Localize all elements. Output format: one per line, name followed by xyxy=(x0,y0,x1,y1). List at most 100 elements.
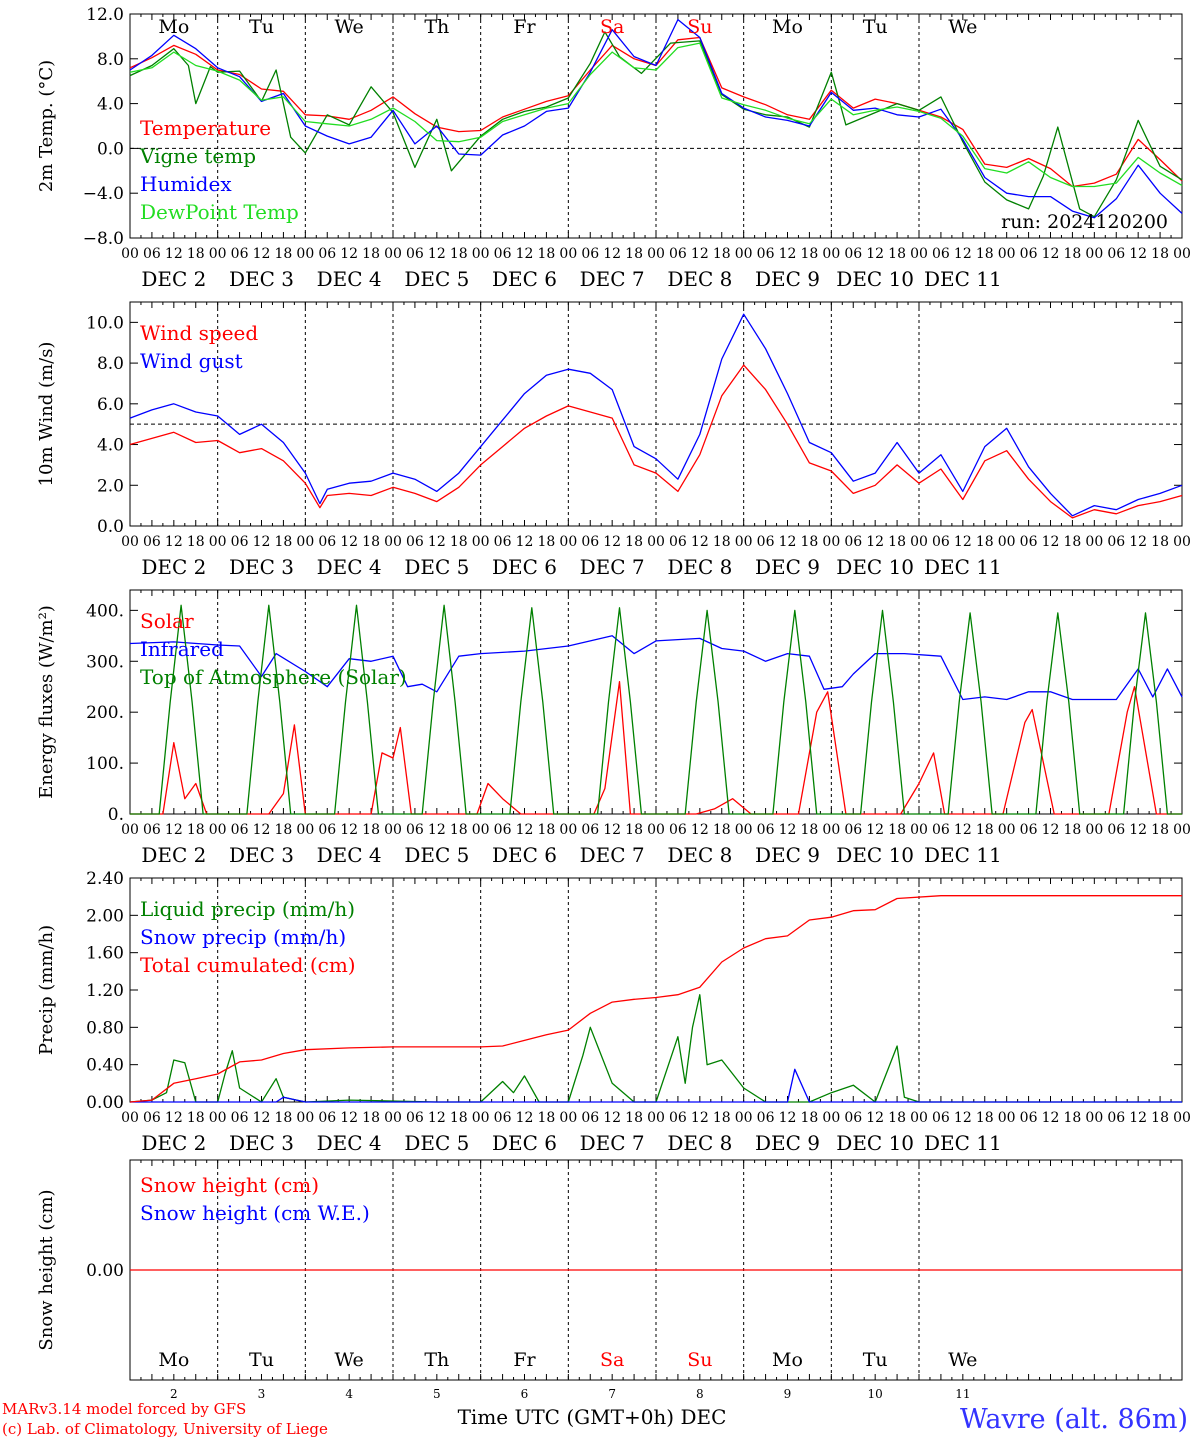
weekday-label: We xyxy=(335,16,364,38)
day-label: DEC 4 xyxy=(317,267,382,291)
hour-tick-label: 18 xyxy=(713,534,731,550)
hour-tick-label: 12 xyxy=(428,822,446,838)
hour-tick-label: 18 xyxy=(187,1110,205,1126)
wind-frame xyxy=(129,301,1183,527)
hour-tick-label: 12 xyxy=(954,822,972,838)
hour-tick-label: 12 xyxy=(603,1110,621,1126)
hour-tick-label: 06 xyxy=(318,822,336,838)
y-axis-title: 10m Wind (m/s) xyxy=(36,342,57,487)
y-axis-title: 2m Temp. (°C) xyxy=(36,60,57,192)
hour-tick-label: 18 xyxy=(713,822,731,838)
legend-entry: Humidex xyxy=(140,172,232,196)
hour-tick-label: 12 xyxy=(603,246,621,262)
hour-tick-label: 00 xyxy=(822,246,840,262)
weekday-label: We xyxy=(335,1349,364,1371)
hour-tick-label: 00 xyxy=(735,822,753,838)
hour-tick-label: 06 xyxy=(1020,534,1038,550)
hour-tick-label: 18 xyxy=(275,822,293,838)
day-label: DEC 2 xyxy=(141,555,206,579)
day-label: DEC 5 xyxy=(404,555,469,579)
y-tick-label: 0.00 xyxy=(86,1261,124,1281)
day-label: DEC 9 xyxy=(755,843,820,867)
day-label: DEC 8 xyxy=(667,267,732,291)
legend-entry: Snow height (cm) xyxy=(140,1173,319,1197)
hour-tick-label: 00 xyxy=(559,534,577,550)
day-label: DEC 3 xyxy=(229,267,294,291)
y-tick-label: 2.00 xyxy=(86,906,124,926)
hour-tick-label: 18 xyxy=(362,1110,380,1126)
hour-tick-label: 06 xyxy=(581,822,599,838)
hour-tick-label: 18 xyxy=(713,1110,731,1126)
series-line-solar xyxy=(130,680,1182,815)
hour-tick-label: 18 xyxy=(362,246,380,262)
hour-tick-label: 18 xyxy=(888,534,906,550)
hour-tick-label: 06 xyxy=(231,246,249,262)
hour-tick-label: 18 xyxy=(1064,534,1082,550)
hour-tick-label: 12 xyxy=(165,822,183,838)
wind-panel: 10.0 8.0 6.0 4.0 2.0 0.0 10m Wind (m/s) Wind sp… xyxy=(36,301,1191,579)
hour-tick-label: 18 xyxy=(538,534,556,550)
hour-tick-label: 18 xyxy=(1151,1110,1169,1126)
hour-tick-label: 06 xyxy=(844,1110,862,1126)
hour-tick-label: 12 xyxy=(691,534,709,550)
series-line-liquid-precip-mm-h xyxy=(129,994,1182,1103)
day-number: 4 xyxy=(345,1387,353,1401)
hour-tick-label: 12 xyxy=(866,822,884,838)
weekday-label: Tu xyxy=(249,16,274,38)
day-label: DEC 8 xyxy=(667,1131,732,1155)
series-line-top-of-atmosphere-solar xyxy=(130,604,1182,815)
weekday-label: Su xyxy=(687,16,712,38)
legend-entry: Solar xyxy=(140,609,194,633)
hour-tick-label: 18 xyxy=(976,534,994,550)
hour-tick-label: 00 xyxy=(647,534,665,550)
day-label: DEC 8 xyxy=(667,555,732,579)
hour-tick-label: 12 xyxy=(1129,822,1147,838)
hour-tick-label: 00 xyxy=(121,1110,139,1126)
y-tick-label: 200. xyxy=(86,703,124,723)
hour-tick-label: 12 xyxy=(691,1110,709,1126)
y-tick-label: 6.0 xyxy=(97,395,124,415)
hour-tick-label: 06 xyxy=(757,534,775,550)
hour-tick-label: 00 xyxy=(822,822,840,838)
weekday-label: We xyxy=(948,1349,977,1371)
day-label: DEC 3 xyxy=(229,555,294,579)
hour-tick-label: 12 xyxy=(779,822,797,838)
hour-tick-label: 06 xyxy=(318,534,336,550)
hour-tick-label: 12 xyxy=(165,1110,183,1126)
hour-tick-label: 18 xyxy=(450,822,468,838)
day-label: DEC 6 xyxy=(492,843,557,867)
hour-tick-label: 12 xyxy=(1129,1110,1147,1126)
day-label: DEC 11 xyxy=(924,267,1002,291)
hour-tick-label: 06 xyxy=(1107,1110,1125,1126)
weekday-label: Mo xyxy=(772,1349,803,1371)
hour-tick-label: 12 xyxy=(691,246,709,262)
hour-tick-label: 00 xyxy=(121,822,139,838)
hour-tick-label: 00 xyxy=(1173,1110,1191,1126)
credit-line-1: MARv3.14 model forced by GFS xyxy=(2,1400,246,1418)
hour-tick-label: 18 xyxy=(1064,246,1082,262)
hour-tick-label: 18 xyxy=(976,246,994,262)
hour-tick-label: 06 xyxy=(1020,1110,1038,1126)
y-tick-label: 12.0 xyxy=(86,5,124,25)
series-line-total-cumulated-cm xyxy=(129,895,1182,1103)
weekday-label: Fr xyxy=(513,16,536,38)
hour-tick-label: 12 xyxy=(866,246,884,262)
weekday-label: Sa xyxy=(600,16,624,38)
hour-tick-label: 18 xyxy=(976,822,994,838)
hour-tick-label: 12 xyxy=(516,534,534,550)
hour-tick-label: 18 xyxy=(1151,534,1169,550)
hour-tick-label: 18 xyxy=(187,246,205,262)
hour-tick-label: 00 xyxy=(1173,822,1191,838)
hour-tick-label: 00 xyxy=(910,534,928,550)
day-number: 6 xyxy=(521,1387,529,1401)
hour-tick-label: 00 xyxy=(910,822,928,838)
hour-tick-label: 18 xyxy=(538,822,556,838)
y-tick-label: 0.80 xyxy=(86,1018,124,1038)
hour-tick-label: 00 xyxy=(209,534,227,550)
y-tick-label: 2.0 xyxy=(97,476,124,496)
hour-tick-label: 00 xyxy=(647,822,665,838)
weekday-label: Mo xyxy=(772,16,803,38)
hour-tick-label: 00 xyxy=(209,822,227,838)
hour-tick-label: 18 xyxy=(187,534,205,550)
hour-tick-label: 12 xyxy=(1042,534,1060,550)
